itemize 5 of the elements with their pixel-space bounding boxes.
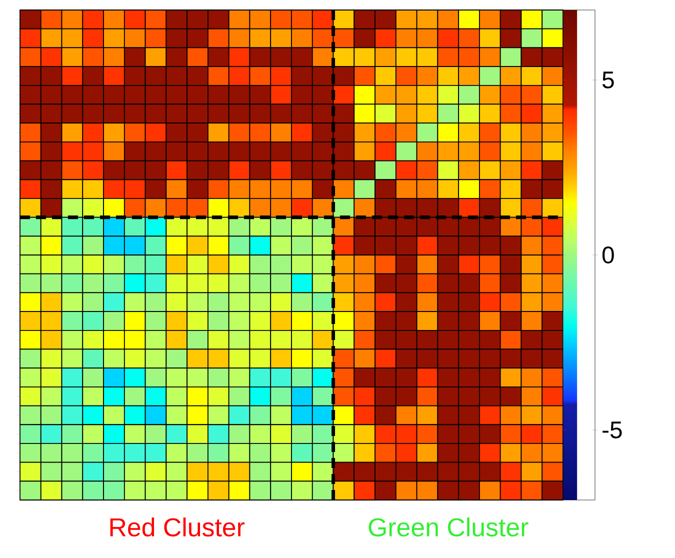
text: Green Cluster bbox=[368, 518, 528, 537]
color-bar-label: 0 bbox=[602, 246, 614, 264]
text: Red Cluster bbox=[110, 518, 245, 537]
color-bar-label: -5 bbox=[602, 422, 622, 438]
color-bar-label: 5 bbox=[602, 72, 614, 88]
